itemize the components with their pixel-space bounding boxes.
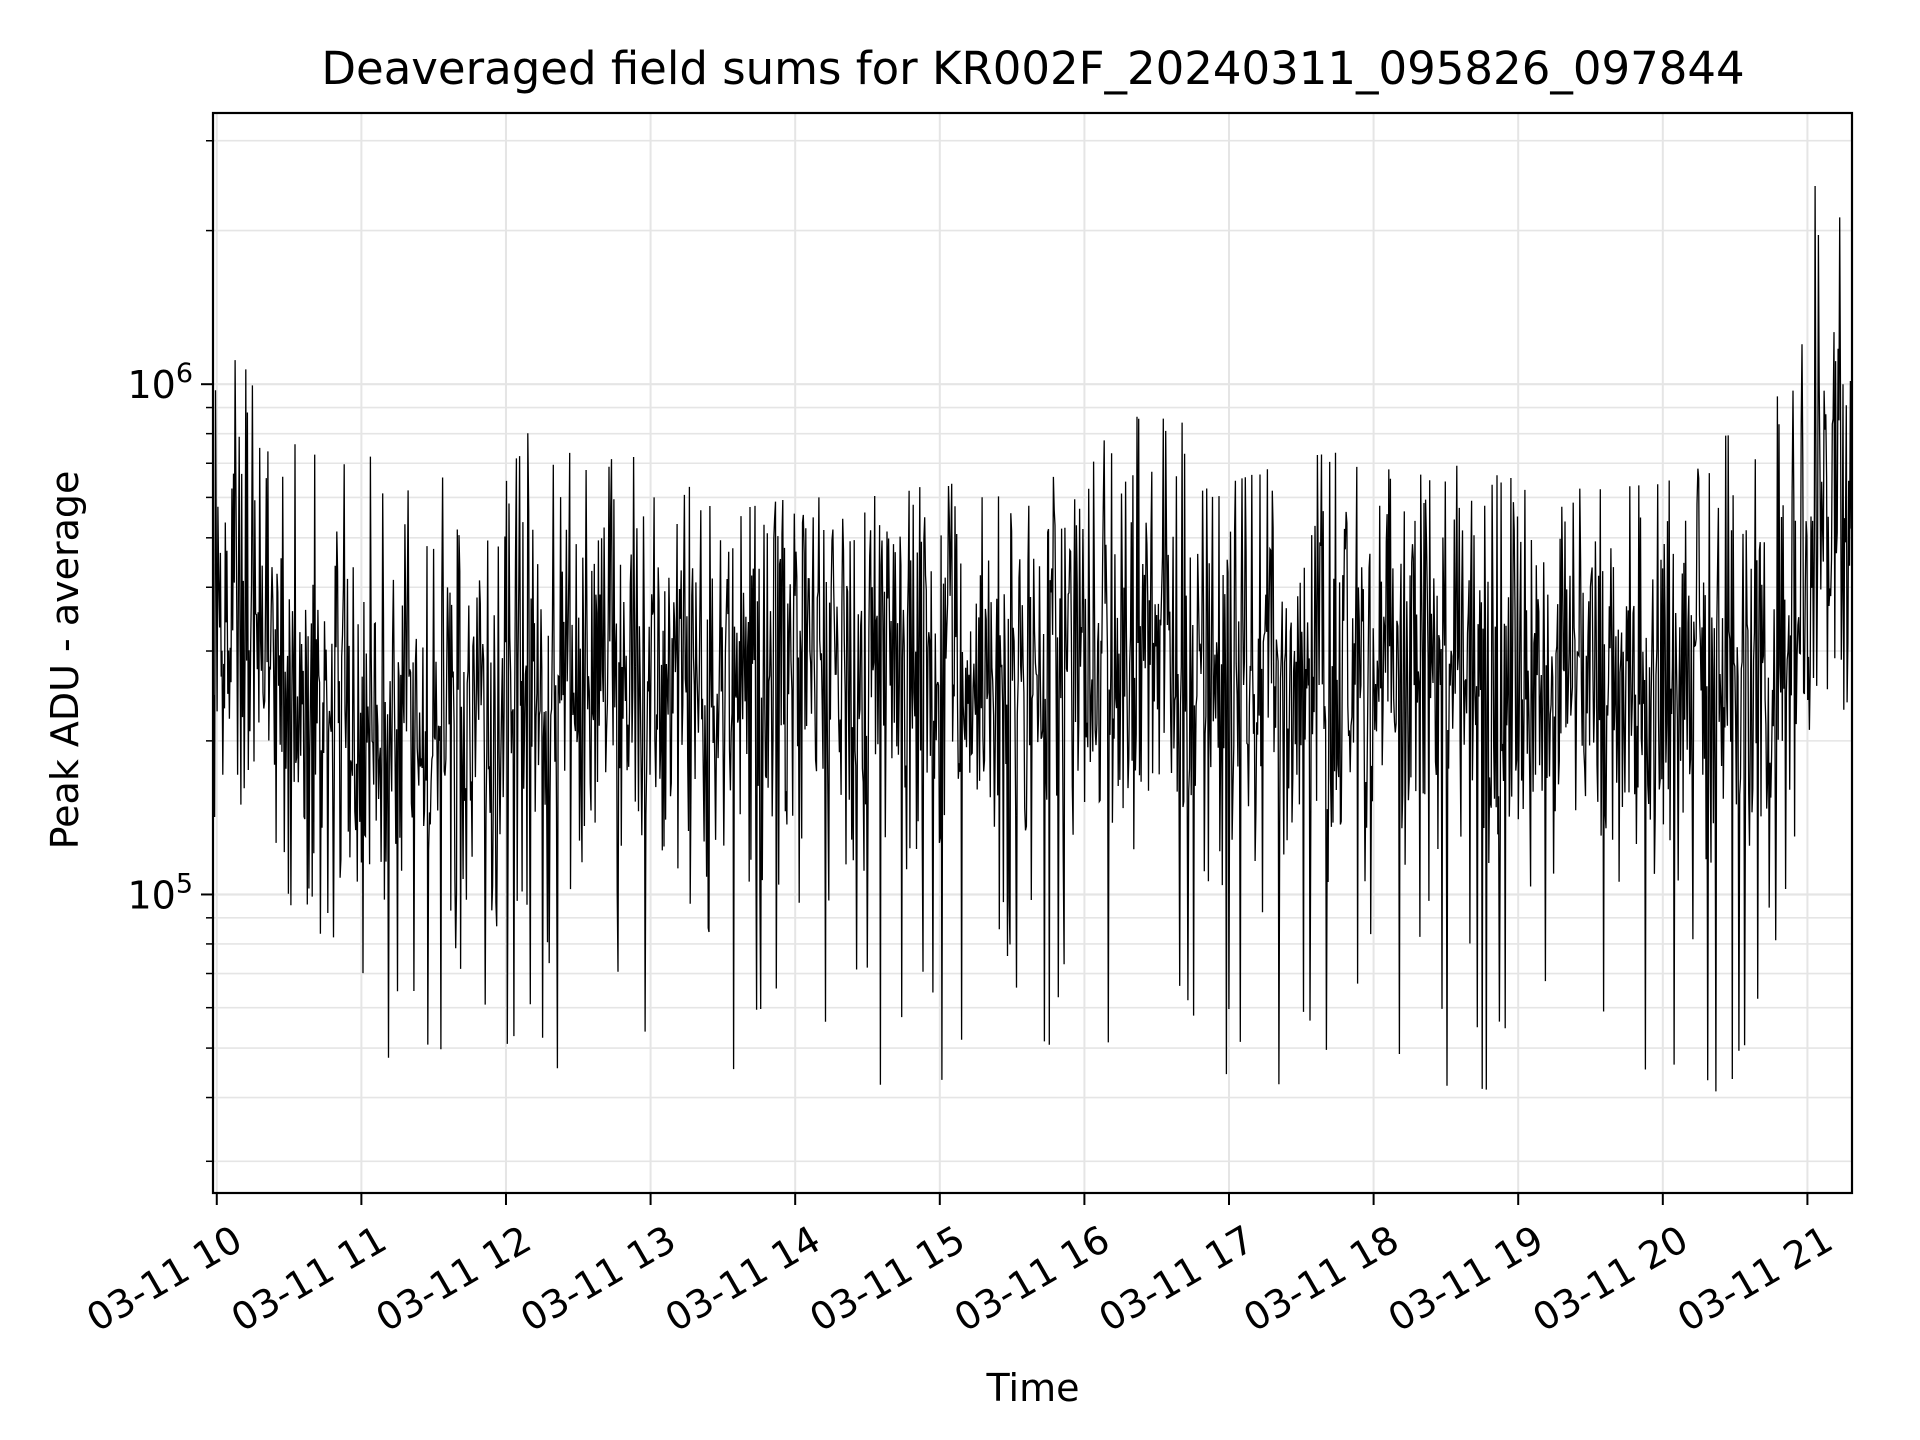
y-tick-label: 105 (127, 868, 193, 917)
y-axis-ticks: 105 106 (127, 139, 213, 1163)
y-axis-label: Peak ADU - average (43, 471, 87, 850)
series-line (212, 185, 1853, 1092)
y-tick-label: 106 (127, 358, 193, 407)
data-series (212, 185, 1853, 1092)
x-axis-label: Time (986, 1366, 1080, 1410)
chart-title: Deaveraged field sums for KR002F_2024031… (321, 42, 1744, 95)
plot-frame (211, 111, 1854, 1195)
